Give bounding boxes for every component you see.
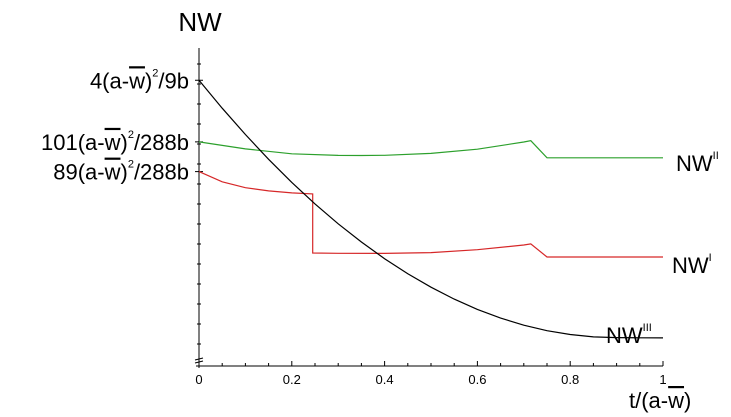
series-label-I: NWI [672,252,712,278]
series-label-III: NWIII [606,322,652,348]
x-tick-label-2: 0.4 [376,372,394,387]
axis-break-mark-0 [194,357,204,361]
y-tick-label-0: 4(a-w)2/9b [90,67,189,93]
x-tick-label-3: 0.6 [468,372,486,387]
axes [194,48,664,368]
labels: 0 0.2 0.4 0.6 0.8 1 4(a-w)2/9b 101(a-w)2/288b 89… [41,7,719,413]
y-tick-label-1: 101(a-w)2/288b [41,129,189,155]
x-axis-title: t/(a-w) [629,388,691,413]
series-line-III [198,79,664,339]
y-axis-title: NW [178,7,222,37]
series-line-II [198,140,663,159]
x-tick-label-5: 1 [659,372,666,387]
x-tick-label-1: 0.2 [283,372,301,387]
series-label-II: NWII [676,150,719,176]
x-tick-label-4: 0.8 [561,372,579,387]
series-layer [198,79,664,339]
series-line-I [198,171,663,258]
y-tick-label-2: 89(a-w)2/288b [53,159,189,185]
x-tick-label-0: 0 [195,372,202,387]
